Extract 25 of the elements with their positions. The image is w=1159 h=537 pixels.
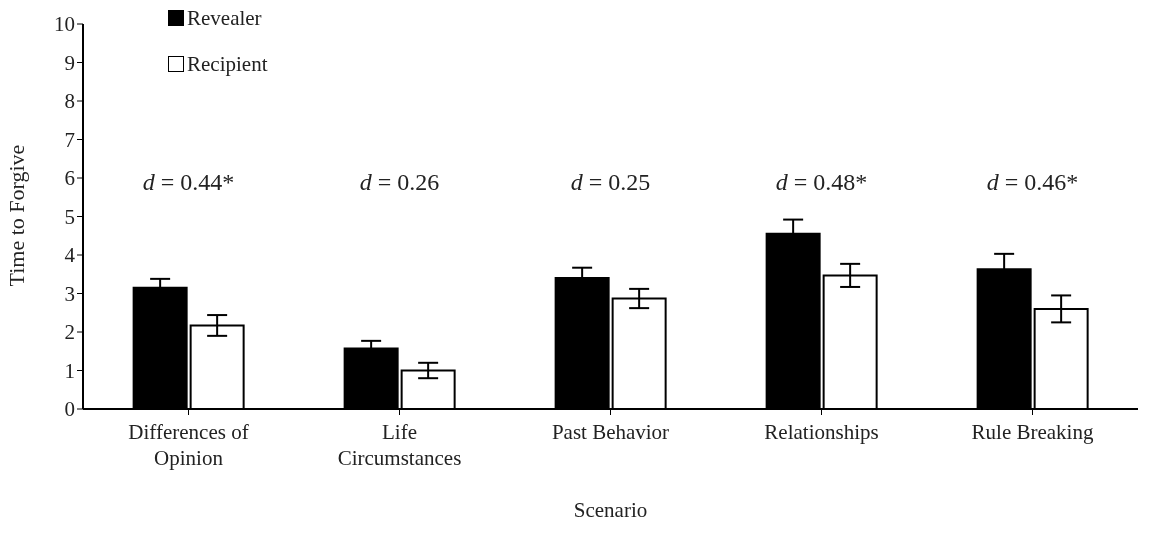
x-tick-label: Differences of Opinion [128,420,249,470]
y-tick-label: 4 [64,243,76,268]
y-tick-label: 7 [64,127,75,152]
annotation: d = 0.26 [359,168,440,195]
y-tick-label: 10 [54,12,75,37]
annotation: d = 0.46* [986,168,1079,195]
y-tick-label: 3 [64,281,75,306]
annotation: d = 0.25 [570,168,651,195]
x-axis-title: Scenario [573,498,648,522]
y-tick-label: 2 [64,320,75,345]
x-tick-label: Past Behavior [551,420,670,444]
annotation: d = 0.44* [142,168,235,195]
y-tick-label: 9 [64,50,75,75]
annotation: d = 0.48* [775,168,868,195]
y-tick-label: 5 [64,204,75,229]
y-tick-label: 1 [64,358,75,383]
y-tick-label: 0 [64,397,75,422]
y-axis-title: Time to Forgive [3,144,29,287]
legend-label: Recipient [187,51,268,77]
x-tick-label: Relationships [764,420,879,444]
legend-label: Revealer [187,5,262,31]
x-tick-label: Rule Breaking [971,420,1094,444]
y-tick-label: 6 [64,166,75,191]
x-tick-label: Life Circumstances [337,420,462,470]
y-tick-label: 8 [64,89,75,114]
